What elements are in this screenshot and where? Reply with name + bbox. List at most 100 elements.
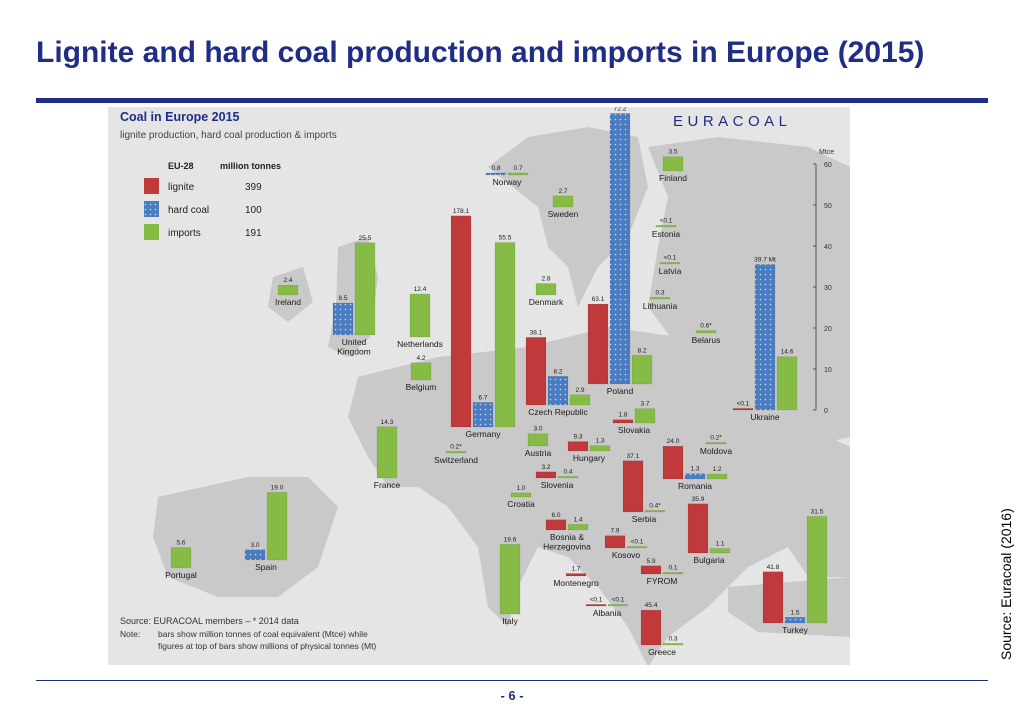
bar-romania-lignite (662, 445, 684, 480)
country-label-kosovo: Kosovo (612, 550, 641, 560)
bar-label-italy-imports: 19.6 (504, 536, 517, 543)
bar-label-latvia-imports: <0.1 (664, 254, 677, 261)
bar-label-slovenia-lignite: 3.2 (541, 464, 550, 471)
bar-label-poland-hard: 72.2 (614, 107, 627, 112)
country-label-estonia: Estonia (652, 229, 681, 239)
bar-poland-hard (609, 113, 631, 385)
bar-latvia-imports (659, 262, 681, 265)
bar-label-ukraine-hard: 39.7 Mt (754, 256, 776, 263)
bar-greece-imports (662, 643, 684, 646)
bar-label-montenegro-lignite: 1.7 (571, 566, 580, 573)
country-label-romania: Romania (678, 481, 712, 491)
bar-serbia-imports (644, 510, 666, 513)
bar-bosnia-herzegovina-lignite (545, 519, 567, 531)
bar-label-turkey-lignite: 41.8 (767, 564, 780, 571)
bar-label-france-imports: 14.3 (381, 419, 394, 426)
country-label-moldova: Moldova (700, 446, 732, 456)
axis-tick-label: 40 (824, 244, 832, 251)
bar-label-austria-imports: 3.0 (533, 426, 542, 433)
country-bulgaria: 35.9 1.1 Bulgaria (687, 496, 731, 565)
country-turkey: 41.8 1.5 31.5 Turkey (762, 508, 828, 635)
bar-norway-imports (507, 172, 529, 176)
country-belarus: 0.6* Belarus (692, 323, 721, 345)
country-portugal: 5.6 Portugal (165, 540, 197, 581)
bar-austria-imports (527, 433, 549, 447)
bar-label-slovakia-imports: 3.7 (640, 401, 649, 408)
legend-label-hard-coal: hard coal (168, 205, 209, 216)
bar-switzerland-imports (445, 451, 467, 454)
bar-italy-imports (499, 544, 521, 615)
bar-label-turkey-imports: 31.5 (811, 508, 824, 515)
bar-germany-imports (494, 242, 516, 428)
bar-label-moldova-imports: 0.2* (710, 434, 722, 441)
bar-turkey-lignite (762, 571, 784, 624)
slide-title: Lignite and hard coal production and imp… (36, 36, 925, 69)
country-austria: 3.0 Austria (525, 426, 552, 458)
country-label-turkey: Turkey (782, 625, 808, 635)
country-bosnia-herzegovina: 6.0 1.4 Bosnia & Herzegovina (543, 512, 591, 552)
bar-kosovo-imports (626, 546, 648, 549)
bar-label-finland-imports: 3.5 (668, 149, 677, 156)
bar-label-poland-lignite: 63.1 (592, 296, 605, 303)
country-hungary: 9.3 1.3 Hungary (567, 434, 611, 463)
country-label-hungary: Hungary (573, 453, 606, 463)
bar-kosovo-lignite (604, 535, 626, 549)
country-label-denmark: Denmark (529, 297, 564, 307)
country-slovakia: 1.8 3.7 Slovakia (612, 401, 656, 435)
bar-slovenia-imports (557, 476, 579, 479)
bar-label-kosovo-lignite: 7.9 (610, 528, 619, 535)
country-label-netherlands: Netherlands (397, 339, 443, 349)
country-label-slovenia: Slovenia (541, 480, 574, 490)
country-serbia: 37.1 0.4* Serbia (622, 453, 666, 524)
bar-label-lithuania-imports: 0.3 (655, 289, 664, 296)
footer-rule (36, 680, 988, 681)
axis-tick-label: 20 (824, 326, 832, 333)
bar-label-albania-lignite: <0.1 (590, 596, 603, 603)
country-label-ireland: Ireland (275, 297, 301, 307)
legend-label-lignite: lignite (168, 182, 195, 193)
legend-value-lignite: 399 (245, 182, 262, 193)
bar-label-bulgaria-imports: 1.1 (715, 540, 724, 547)
country-sweden: 2.7 Sweden (548, 188, 579, 219)
country-label-fyrom: FYROM (647, 576, 678, 586)
bar-fyrom-imports (662, 572, 684, 575)
bar-greece-lignite (640, 609, 662, 646)
bar-label-germany-imports: 55.5 (499, 235, 512, 242)
country-france: 14.3 France (374, 419, 401, 490)
page-number: - 6 - (500, 688, 524, 703)
country-switzerland: 0.2* Switzerland (434, 443, 478, 465)
axis-tick-label: 30 (824, 285, 832, 292)
bar-united-kingdom-imports (354, 242, 376, 336)
bar-label-spain-imports: 19.0 (271, 484, 284, 491)
bar-netherlands-imports (409, 293, 431, 338)
bar-turkey-hard (784, 617, 806, 624)
country-norway: 0.8 0.7 Norway (485, 165, 529, 187)
country-croatia: 1.0 Croatia (507, 485, 535, 509)
bar-label-switzerland-imports: 0.2* (450, 443, 462, 450)
country-label-belgium: Belgium (406, 382, 437, 392)
bar-label-fyrom-lignite: 5.9 (646, 558, 655, 565)
bar-serbia-lignite (622, 460, 644, 513)
note-label: Note: (120, 629, 140, 639)
bar-label-spain-hard: 3.0 (250, 542, 259, 549)
axis-tick-label: 10 (824, 367, 832, 374)
bar-label-romania-hard: 1.3 (690, 466, 699, 473)
bar-ukraine-imports (776, 356, 798, 411)
country-label-lithuania: Lithuania (643, 301, 678, 311)
bar-estonia-imports (655, 225, 677, 228)
axis-tick-label: 60 (824, 162, 832, 169)
country-label-slovakia: Slovakia (618, 425, 650, 435)
country-label-albania: Albania (593, 608, 622, 618)
bar-lithuania-imports (649, 297, 671, 300)
title-rule (36, 98, 988, 103)
bar-romania-imports (706, 473, 728, 480)
country-lithuania: 0.3 Lithuania (643, 289, 678, 311)
source-side-label: Source: Euracoal (2016) (998, 508, 1014, 660)
country-label-serbia: Serbia (632, 514, 657, 524)
bar-label-albania-imports: <0.1 (612, 596, 625, 603)
bar-ukraine-lignite (732, 408, 754, 411)
country-czech-republic: 38.1 8.2 2.9 Czech Republic (525, 329, 591, 417)
coal-map-chart: Coal in Europe 2015 lignite production, … (108, 107, 850, 665)
axis-tick-label: 50 (824, 203, 832, 210)
bar-label-belarus-imports: 0.6* (700, 323, 712, 330)
